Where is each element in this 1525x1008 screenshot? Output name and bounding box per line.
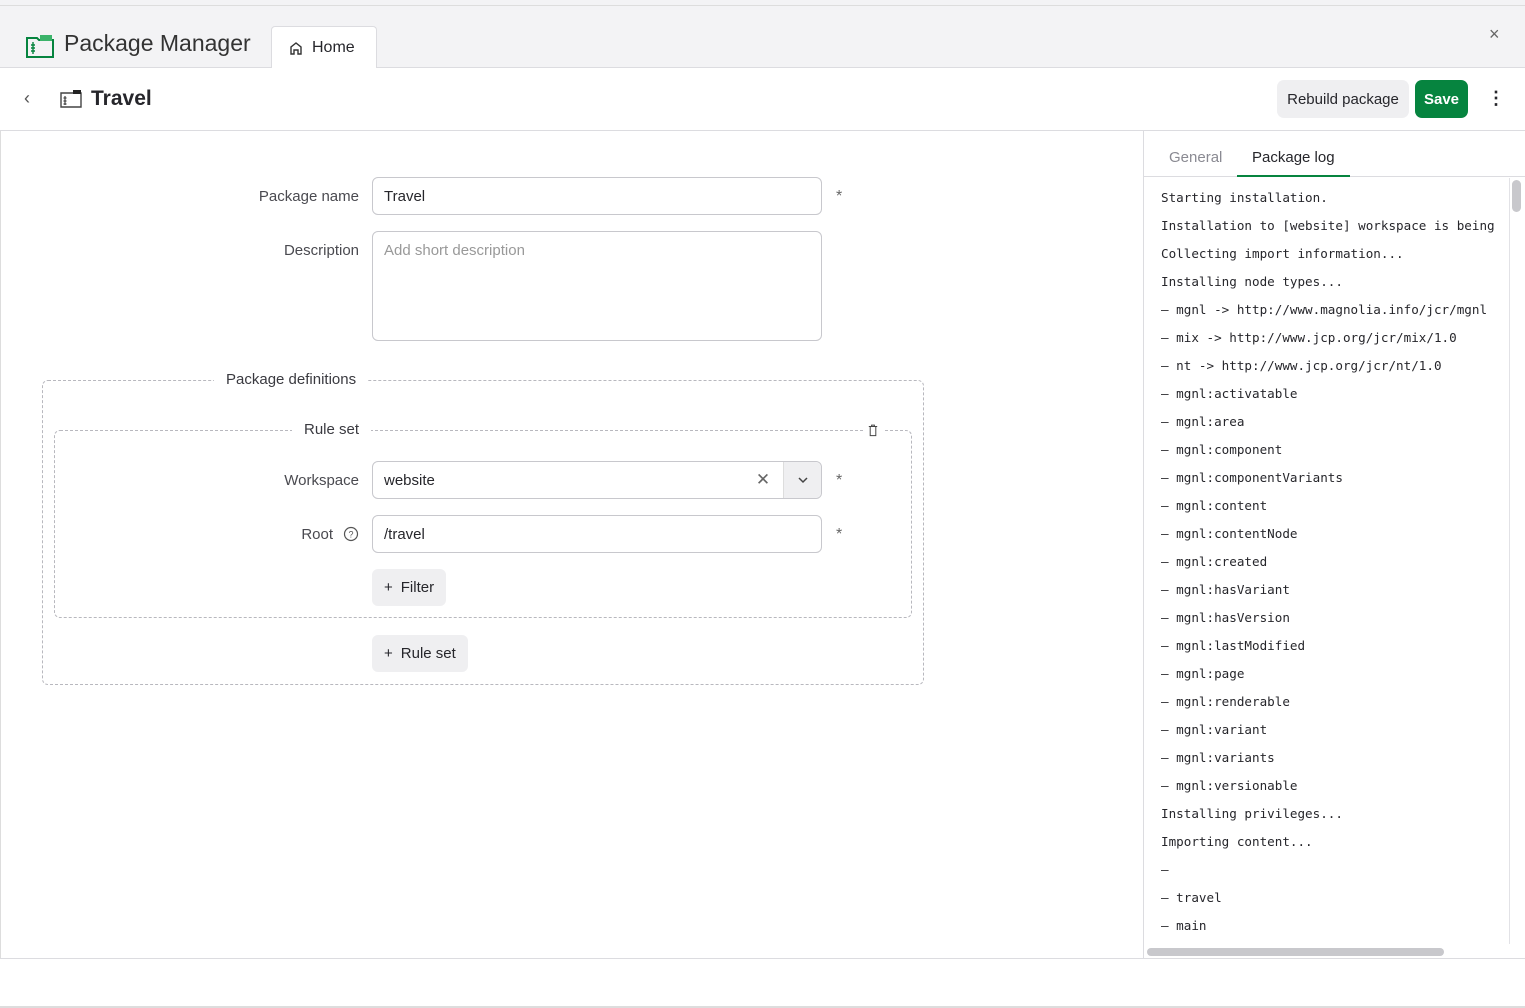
plus-icon: +	[384, 645, 393, 662]
log-line: Installing privileges...	[1161, 806, 1343, 821]
tab-home-label: Home	[312, 38, 355, 56]
add-filter-label: Filter	[400, 579, 435, 596]
chevron-down-icon[interactable]	[783, 462, 821, 498]
app-header: Package Manager Home ×	[0, 6, 1525, 68]
log-line: Installation to [website] workspace is b…	[1161, 218, 1495, 233]
window-bottom-edge	[0, 1006, 1525, 1008]
log-line: – nt -> http://www.jcp.org/jcr/nt/1.0	[1161, 358, 1442, 373]
more-options-icon[interactable]: ⋮	[1487, 88, 1505, 108]
plus-icon: +	[384, 579, 393, 596]
package-definitions-legend: Package definitions	[214, 371, 369, 388]
description-placeholder: Add short description	[384, 242, 525, 259]
add-rule-set-button[interactable]: + Rule set	[372, 635, 468, 672]
toolbar: ‹ Travel Rebuild package Save ⋮	[0, 68, 1525, 131]
clear-icon[interactable]: ✕	[755, 470, 771, 489]
description-label: Description	[283, 242, 359, 259]
back-button[interactable]: ‹	[24, 88, 30, 108]
tab-package-log[interactable]: Package log	[1237, 131, 1350, 177]
log-line: Starting installation.	[1161, 190, 1328, 205]
vertical-scrollbar[interactable]	[1512, 180, 1521, 212]
log-line: – mgnl:componentVariants	[1161, 470, 1343, 485]
rule-set-fieldset	[54, 430, 912, 618]
log-line: – main	[1161, 918, 1207, 933]
add-filter-button[interactable]: + Filter	[372, 569, 447, 606]
workspace-label: Workspace	[284, 472, 359, 489]
log-line: – mgnl:activatable	[1161, 386, 1298, 401]
log-line: – mgnl:area	[1161, 414, 1245, 429]
log-line: –	[1161, 862, 1169, 877]
package-log: Starting installation. Installation to [w…	[1144, 178, 1510, 944]
log-line: – mgnl:renderable	[1161, 694, 1290, 709]
log-line: – mgnl:component	[1161, 442, 1283, 457]
svg-text:?: ?	[348, 530, 353, 540]
log-line: – mgnl:contentNode	[1161, 526, 1298, 541]
side-panel: General Package log Starting installatio…	[1143, 131, 1525, 958]
log-line: – travel	[1161, 890, 1222, 905]
panel-tabs: General Package log	[1144, 131, 1525, 177]
page-title: Travel	[91, 87, 152, 110]
log-line: – mgnl:created	[1161, 554, 1268, 569]
window-top-strip	[0, 0, 1525, 6]
package-name-input[interactable]: Travel	[372, 177, 822, 215]
add-rule-set-label: Rule set	[400, 645, 456, 662]
footer	[0, 958, 1525, 1008]
package-name-label: Package name	[258, 188, 359, 205]
description-textarea[interactable]: Add short description	[372, 231, 822, 341]
package-icon	[60, 90, 82, 108]
package-manager-icon	[26, 35, 54, 58]
log-line: – mgnl:variant	[1161, 722, 1268, 737]
log-line: Collecting import information...	[1161, 246, 1404, 261]
home-icon	[290, 41, 302, 55]
log-line: – mix -> http://www.jcp.org/jcr/mix/1.0	[1161, 330, 1457, 345]
log-line: – mgnl:versionable	[1161, 778, 1298, 793]
package-definitions-fieldset	[42, 380, 924, 685]
log-line: Installing node types...	[1161, 274, 1343, 289]
tab-general[interactable]: General	[1169, 149, 1223, 166]
root-input[interactable]: /travel	[372, 515, 822, 553]
log-line: Importing content...	[1161, 834, 1313, 849]
package-form: Package name Travel * Description Add sh…	[0, 131, 1143, 958]
log-line: – mgnl:content	[1161, 498, 1268, 513]
save-button[interactable]: Save	[1415, 80, 1468, 118]
root-value: /travel	[384, 525, 425, 543]
log-line: – mgnl:lastModified	[1161, 638, 1306, 653]
log-line: – mgnl:variants	[1161, 750, 1275, 765]
rebuild-package-button[interactable]: Rebuild package	[1277, 80, 1409, 118]
horizontal-scrollbar[interactable]	[1147, 948, 1444, 956]
log-line: – mgnl:hasVariant	[1161, 582, 1290, 597]
log-line: – mgnl:hasVersion	[1161, 610, 1290, 625]
workspace-value: website	[384, 471, 435, 489]
app-title: Package Manager	[64, 30, 251, 56]
required-marker: *	[836, 188, 843, 205]
workspace-select[interactable]: website ✕	[372, 461, 822, 499]
root-label: Root	[301, 526, 333, 543]
log-line: – mgnl -> http://www.magnolia.info/jcr/m…	[1161, 302, 1488, 317]
log-line: – mgnl:page	[1161, 666, 1245, 681]
required-marker: *	[836, 472, 843, 489]
package-name-value: Travel	[384, 187, 426, 205]
help-icon[interactable]: ?	[343, 526, 359, 542]
close-icon[interactable]: ×	[1489, 24, 1500, 44]
rule-set-legend: Rule set	[292, 421, 372, 438]
tab-home[interactable]: Home	[271, 26, 377, 68]
required-marker: *	[836, 526, 843, 543]
trash-icon[interactable]	[863, 421, 883, 439]
